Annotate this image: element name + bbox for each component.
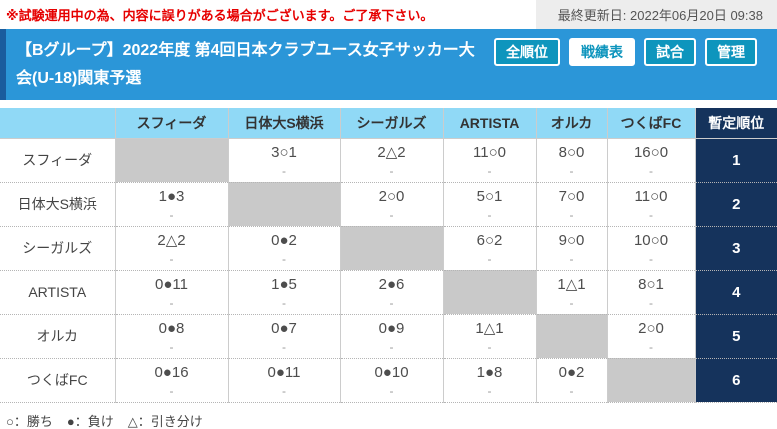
- self-cell: [114, 138, 228, 183]
- self-cell: [442, 270, 536, 315]
- result-cell: 5○1-: [442, 182, 536, 227]
- result-cell: 9○0-: [535, 226, 607, 271]
- team-name: オルカ: [0, 314, 115, 359]
- result-cell: 6○2-: [442, 226, 536, 271]
- result-cell: 0●2-: [535, 358, 607, 403]
- col-header-orca: オルカ: [535, 108, 607, 139]
- rank-cell: 5: [694, 314, 777, 359]
- rank-cell: 1: [694, 138, 777, 183]
- rank-cell: 6: [694, 358, 777, 403]
- result-cell: 1●8-: [442, 358, 536, 403]
- col-header-sfida: スフィーダ: [114, 108, 228, 139]
- result-cell: 8○1-: [606, 270, 695, 315]
- result-cell: 1△1-: [442, 314, 536, 359]
- table-row: つくばFC 0●16- 0●11- 0●10- 1●8- 0●2- 6: [0, 358, 777, 403]
- results-table-wrap: スフィーダ 日体大S横浜 シーガルズ ARTISTA オルカ つくばFC 暫定順…: [0, 108, 777, 403]
- result-cell: 0●11-: [114, 270, 228, 315]
- result-cell: 0●11-: [227, 358, 340, 403]
- legend: ○：勝ち ●：負け △：引き分け: [0, 403, 777, 429]
- result-cell: 2△2-: [114, 226, 228, 271]
- team-name: つくばFC: [0, 358, 115, 403]
- result-cell: 10○0-: [606, 226, 695, 271]
- self-cell: [339, 226, 443, 271]
- results-table: スフィーダ 日体大S横浜 シーガルズ ARTISTA オルカ つくばFC 暫定順…: [0, 108, 777, 403]
- col-header-artista: ARTISTA: [442, 108, 536, 139]
- result-cell: 7○0-: [535, 182, 607, 227]
- self-cell: [227, 182, 340, 227]
- tab-matches[interactable]: 試合: [644, 38, 696, 66]
- result-cell: 0●7-: [227, 314, 340, 359]
- table-header-row: スフィーダ 日体大S横浜 シーガルズ ARTISTA オルカ つくばFC 暫定順…: [0, 108, 777, 139]
- legend-draw: △：引き分け: [127, 413, 203, 429]
- result-cell: 0●2-: [227, 226, 340, 271]
- team-name: ARTISTA: [0, 270, 115, 315]
- result-cell: 8○0-: [535, 138, 607, 183]
- top-bar: ※試験運用中の為、内容に誤りがある場合がございます。ご了承下さい。 最終更新日:…: [0, 0, 777, 29]
- rank-cell: 4: [694, 270, 777, 315]
- result-cell: 2○0-: [606, 314, 695, 359]
- result-cell: 0●10-: [339, 358, 443, 403]
- team-name: 日体大S横浜: [0, 182, 115, 227]
- table-row: シーガルズ 2△2- 0●2- 6○2- 9○0- 10○0- 3: [0, 226, 777, 271]
- rank-cell: 2: [694, 182, 777, 227]
- group-header: 【Bグループ】2022年度 第4回日本クラブユース女子サッカー大会(U-18)関…: [0, 29, 777, 100]
- table-row: スフィーダ 3○1- 2△2- 11○0- 8○0- 16○0- 1: [0, 138, 777, 183]
- result-cell: 1●3-: [114, 182, 228, 227]
- result-cell: 0●9-: [339, 314, 443, 359]
- result-cell: 2○0-: [339, 182, 443, 227]
- last-updated-text: 最終更新日: 2022年06月20日 09:38: [557, 8, 763, 23]
- page-title: 【Bグループ】2022年度 第4回日本クラブユース女子サッカー大会(U-18)関…: [16, 42, 475, 87]
- legend-loss: ●：負け: [66, 413, 114, 429]
- trial-warning-text: ※試験運用中の為、内容に誤りがある場合がございます。ご了承下さい。: [6, 8, 434, 23]
- last-updated-box: 最終更新日: 2022年06月20日 09:38: [535, 0, 777, 29]
- col-header-seagulls: シーガルズ: [339, 108, 443, 139]
- team-name: スフィーダ: [0, 138, 115, 183]
- result-cell: 2●6-: [339, 270, 443, 315]
- rank-cell: 3: [694, 226, 777, 271]
- table-row: ARTISTA 0●11- 1●5- 2●6- 1△1- 8○1- 4: [0, 270, 777, 315]
- header-tabs: 全順位 戦績表 試合 管理: [494, 29, 777, 66]
- result-cell: 3○1-: [227, 138, 340, 183]
- tab-all-rankings[interactable]: 全順位: [494, 38, 560, 66]
- result-cell: 0●16-: [114, 358, 228, 403]
- result-cell: 2△2-: [339, 138, 443, 183]
- result-cell: 16○0-: [606, 138, 695, 183]
- table-row: 日体大S横浜 1●3- 2○0- 5○1- 7○0- 11○0- 2: [0, 182, 777, 227]
- self-cell: [606, 358, 695, 403]
- result-cell: 1●5-: [227, 270, 340, 315]
- self-cell: [535, 314, 607, 359]
- result-cell: 11○0-: [606, 182, 695, 227]
- col-header-tsukuba: つくばFC: [606, 108, 695, 139]
- col-header-empty: [0, 108, 115, 139]
- tab-results-grid[interactable]: 戦績表: [569, 38, 635, 66]
- legend-win: ○：勝ち: [6, 413, 53, 429]
- table-row: オルカ 0●8- 0●7- 0●9- 1△1- 2○0- 5: [0, 314, 777, 359]
- col-header-rank: 暫定順位: [694, 108, 777, 139]
- result-cell: 0●8-: [114, 314, 228, 359]
- col-header-nittaidai: 日体大S横浜: [227, 108, 340, 139]
- result-cell: 11○0-: [442, 138, 536, 183]
- result-cell: 1△1-: [535, 270, 607, 315]
- team-name: シーガルズ: [0, 226, 115, 271]
- tab-manage[interactable]: 管理: [705, 38, 757, 66]
